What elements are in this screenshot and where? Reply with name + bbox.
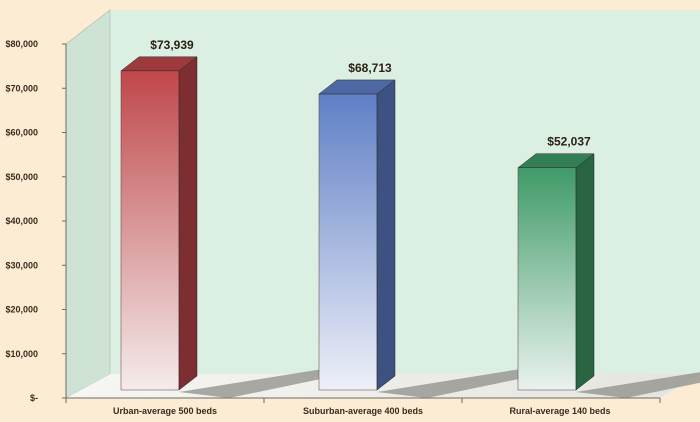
x-axis: Urban-average 500 beds Suburban-average 4… — [65, 397, 661, 416]
bar — [517, 153, 595, 391]
data-label: $52,037 — [547, 135, 591, 149]
y-tick-label: $10,000 — [5, 349, 38, 359]
y-tick-label: $50,000 — [5, 172, 38, 182]
data-labels: $73,939 $68,713 $52,037 — [150, 38, 591, 149]
x-tick-label: Rural-average 140 beds — [509, 406, 610, 416]
plot-back-wall — [110, 10, 700, 374]
bar-side-shade — [576, 153, 594, 390]
bar-top-shade — [121, 56, 197, 71]
y-tick-label: $80,000 — [5, 39, 38, 49]
data-label: $68,713 — [348, 61, 392, 75]
bars — [120, 56, 595, 391]
y-axis: $- $10,000 $20,000 $30,000 $40,000 $50,000 $60… — [5, 39, 67, 403]
x-tick-label: Urban-average 500 beds — [113, 406, 217, 416]
y-tick-label: $- — [30, 393, 38, 403]
y-tick-label: $40,000 — [5, 216, 38, 226]
bar-front — [120, 70, 180, 391]
bar — [318, 79, 396, 391]
bar-top — [517, 153, 595, 168]
y-tick-label: $70,000 — [5, 83, 38, 93]
bar-top-shade — [518, 153, 594, 168]
data-label: $73,939 — [150, 38, 194, 52]
bar-top — [318, 79, 396, 95]
bar-top-shade — [319, 79, 395, 94]
y-tick-label: $60,000 — [5, 128, 38, 138]
bar-side-shade — [377, 79, 395, 390]
plot-side-wall — [65, 9, 111, 399]
bar-side-shade — [179, 56, 197, 391]
bar-shadow — [576, 372, 700, 398]
bar — [120, 56, 198, 391]
bar-front — [318, 93, 378, 391]
y-tick-label: $20,000 — [5, 305, 38, 315]
bar-front — [517, 167, 577, 391]
bar-top — [120, 56, 198, 72]
y-tick-label: $30,000 — [5, 260, 38, 270]
x-tick-label: Suburban-average 400 beds — [303, 406, 423, 416]
